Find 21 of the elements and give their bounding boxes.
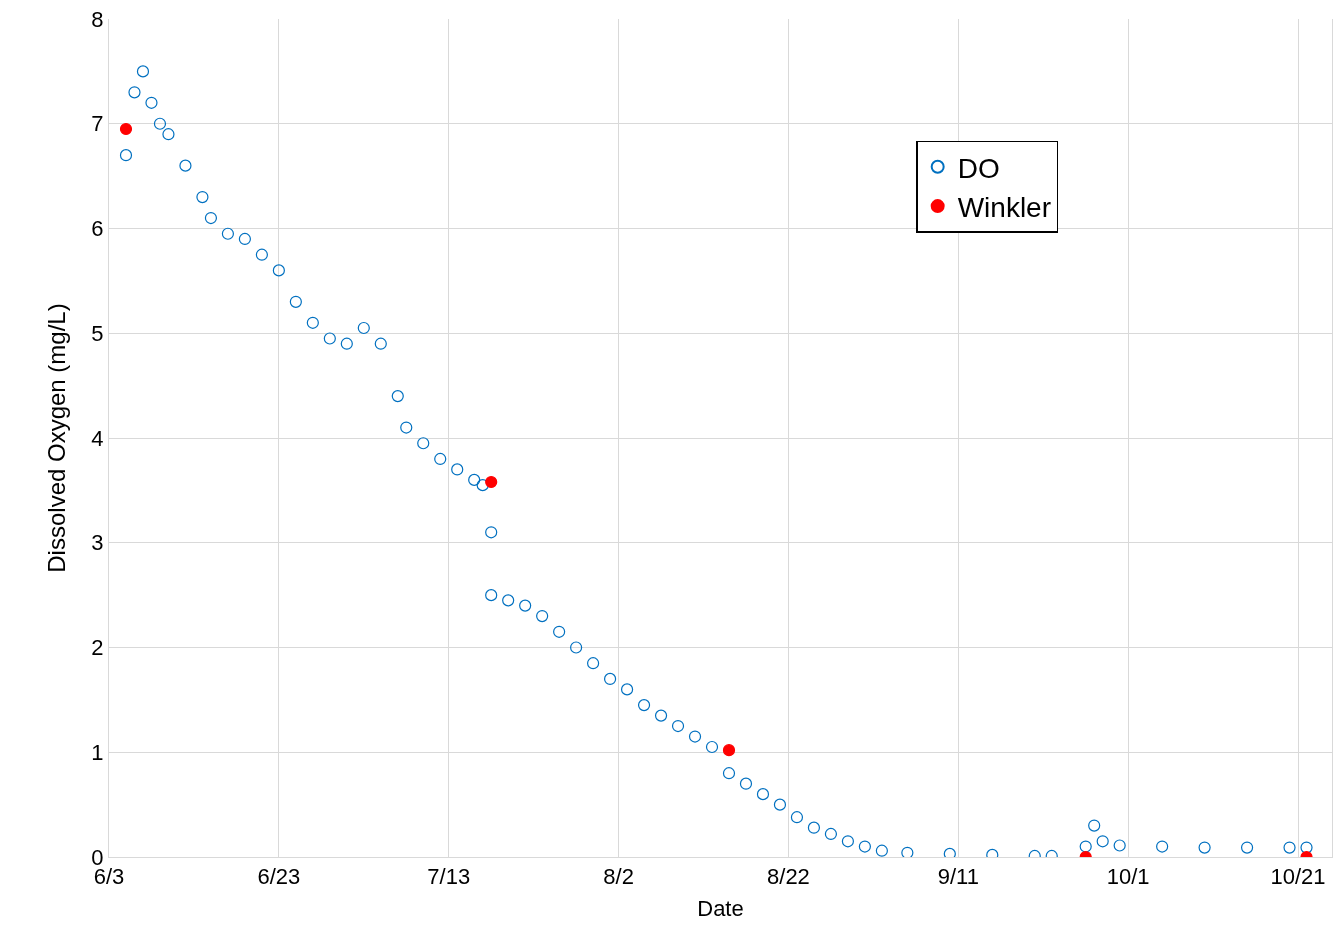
x-tick-label: 10/21: [1270, 864, 1326, 890]
y-tick-label: 6: [91, 216, 104, 242]
point: [119, 122, 133, 136]
x-axis-title: Date: [697, 896, 744, 922]
point: [485, 475, 498, 489]
x-tick-label: 8/22: [767, 864, 810, 890]
y-tick-label: 7: [91, 111, 104, 137]
y-tick-label: 8: [91, 6, 104, 32]
y-tick-label: 3: [91, 530, 104, 556]
y-tick-label: 2: [91, 635, 104, 661]
y-tick-label: 1: [91, 739, 104, 765]
x-tick-label: 6/23: [257, 864, 301, 890]
y-tick-label: 5: [91, 320, 104, 346]
y-tick-label: 4: [91, 425, 104, 451]
x-tick-label: 8/2: [603, 864, 634, 890]
x-tick-label: 7/13: [427, 864, 471, 890]
x-tick-label: 10/1: [1106, 864, 1150, 890]
x-tick-label: 9/11: [937, 864, 979, 890]
legend-label: Winkler: [957, 192, 1052, 224]
legend-label: DO: [957, 152, 1000, 184]
y-axis-title: Dissolved Oxygen (mg/L): [43, 303, 71, 573]
